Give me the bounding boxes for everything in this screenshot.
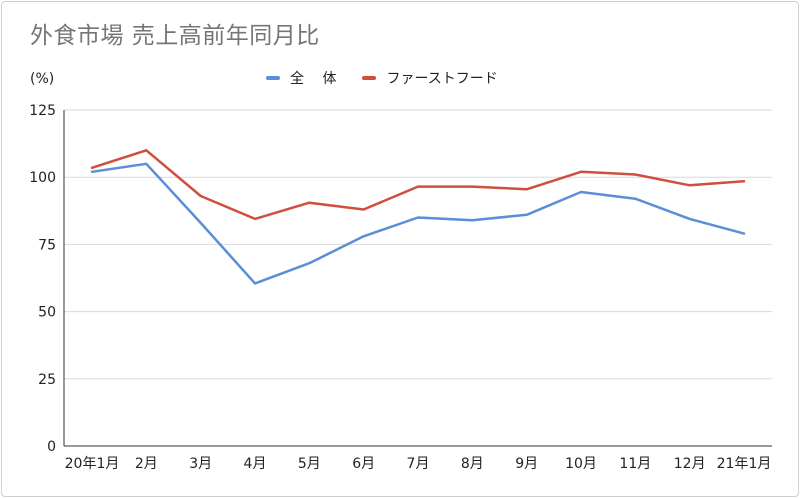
y-tick-label-75: 75: [38, 237, 56, 253]
series-line-fastfood: [90, 149, 746, 221]
legend-item-fastfood: ファーストフード: [362, 68, 498, 88]
y-tick-label-25: 25: [38, 372, 56, 388]
legend-item-all: 全 体: [266, 68, 336, 88]
x-tick-label: 5月: [298, 456, 321, 472]
x-tick-label: 6月: [352, 456, 375, 472]
legend-swatch-fastfood: [362, 76, 377, 80]
legend-label-fastfood: ファーストフード: [386, 71, 498, 87]
x-tick-label: 3月: [189, 456, 212, 472]
y-tick-label-50: 50: [38, 305, 56, 321]
series-line-all: [90, 162, 746, 285]
x-tick-label: 12月: [674, 456, 706, 472]
x-tick-label: 21年1月: [717, 456, 772, 472]
x-tick-label: 11月: [619, 456, 651, 472]
x-tick-label: 7月: [407, 456, 430, 472]
x-tick-label: 8月: [461, 456, 484, 472]
chart-title: 外食市場 売上高前年同月比: [30, 23, 320, 49]
legend-label-all: 全 体: [290, 71, 337, 87]
legend-swatch-all: [266, 76, 280, 80]
legend: 全 体 ファーストフード: [266, 68, 524, 88]
y-tick-label-100: 100: [29, 170, 56, 186]
y-tick-label-125: 125: [29, 103, 56, 119]
y-tick-label-0: 0: [47, 439, 56, 455]
x-tick-label: 2月: [135, 456, 158, 472]
x-tick-label: 9月: [515, 456, 538, 472]
y-axis-unit-label: (%): [30, 71, 55, 87]
x-tick-label: 20年1月: [65, 456, 120, 472]
x-tick-label: 4月: [244, 456, 267, 472]
x-tick-label: 10月: [565, 456, 597, 472]
